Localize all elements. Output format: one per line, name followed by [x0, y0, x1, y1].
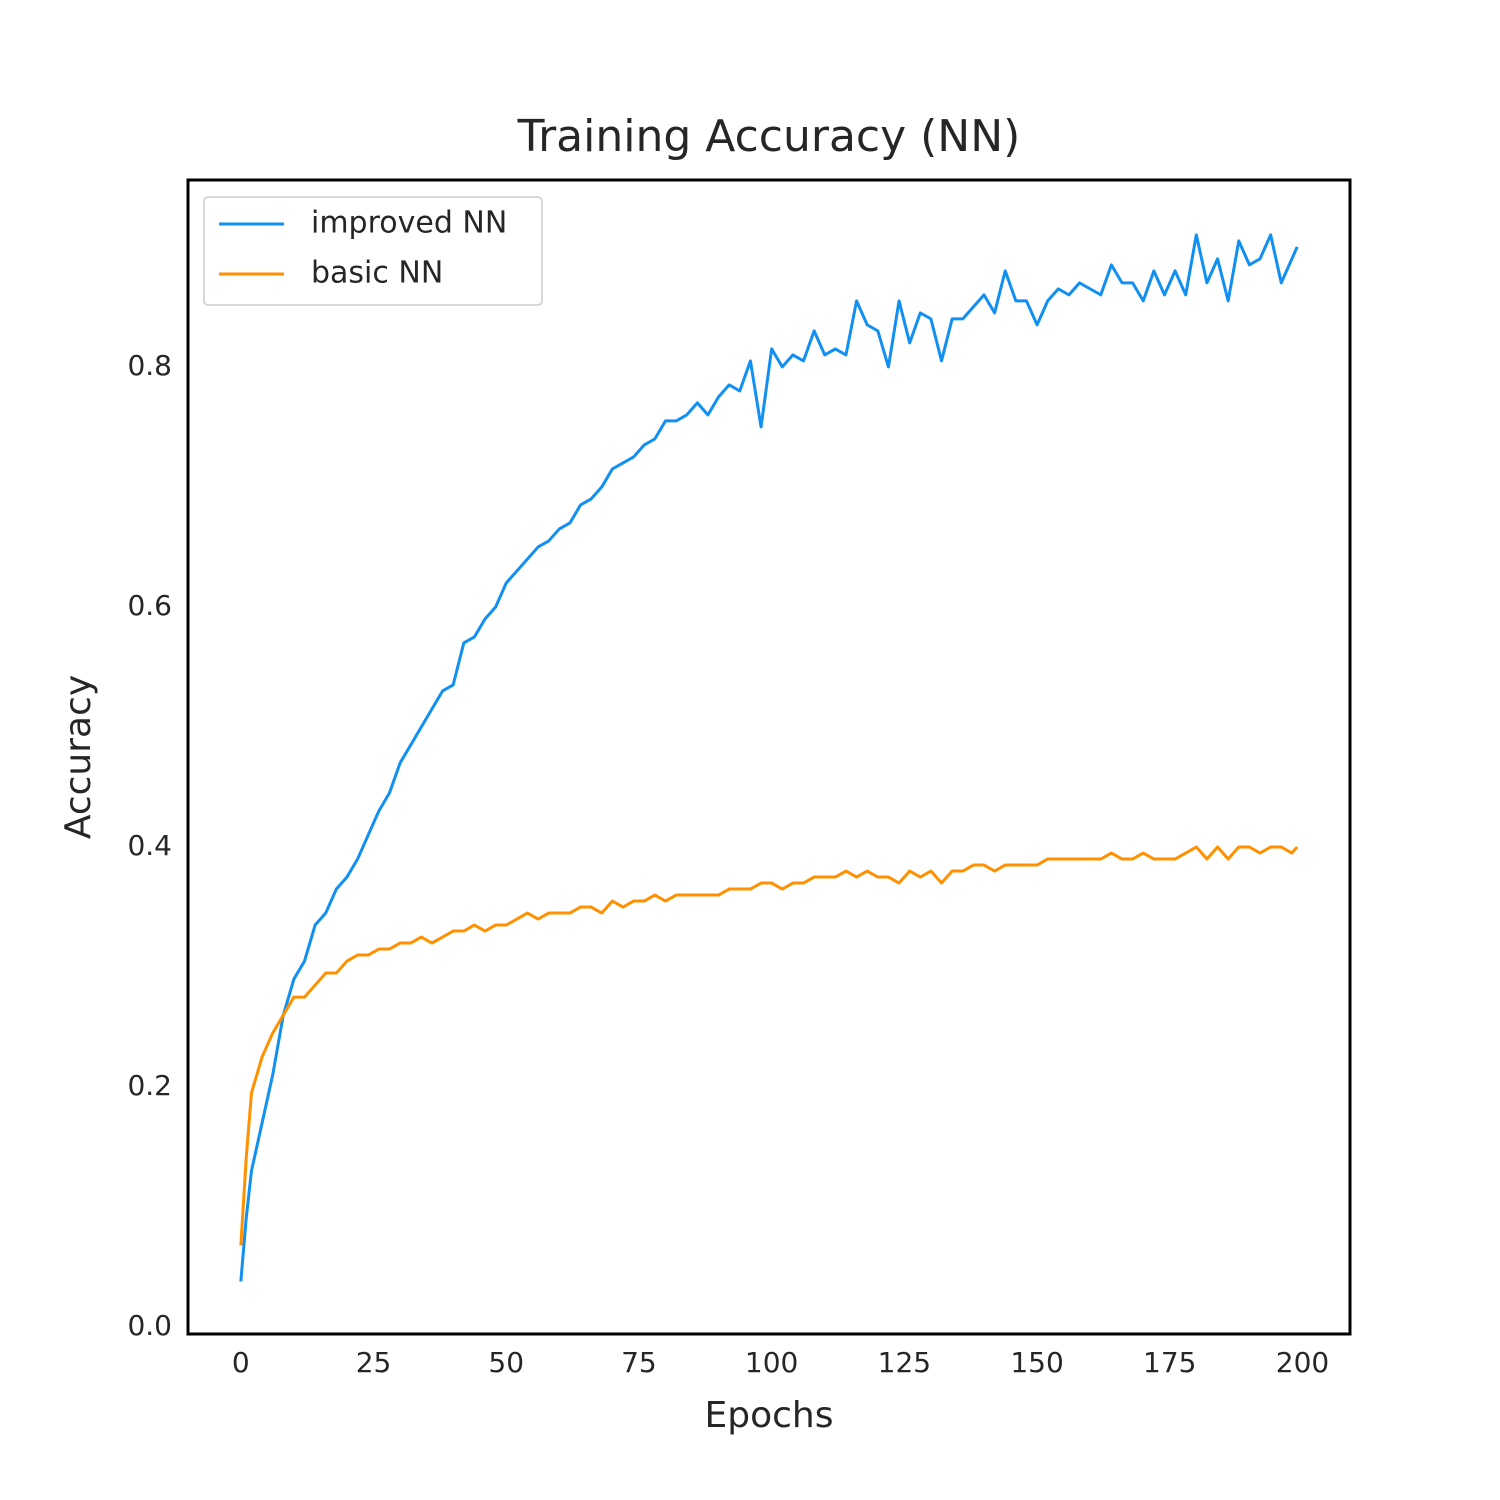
legend-label: improved NN: [311, 206, 507, 241]
x-axis-label: Epochs: [705, 1395, 834, 1436]
x-tick-label: 150: [1010, 1346, 1063, 1379]
x-tick-label: 125: [878, 1346, 931, 1379]
line-series: [239, 233, 1299, 1282]
x-tick-label: 75: [621, 1346, 657, 1379]
y-tick-label: 0.8: [127, 349, 172, 382]
y-axis-label: Accuracy: [58, 675, 99, 839]
x-tick-label: 0: [232, 1346, 250, 1379]
y-tick-label: 0.4: [127, 829, 172, 862]
x-tick-label: 100: [745, 1346, 798, 1379]
chart-title: Training Accuracy (NN): [517, 111, 1021, 162]
line-series: [239, 845, 1299, 1246]
plot-frame: [186, 178, 1352, 1336]
x-tick-label: 25: [356, 1346, 392, 1379]
y-tick-label: 0.2: [127, 1069, 172, 1102]
legend-box: [203, 196, 543, 306]
x-tick-label: 50: [488, 1346, 524, 1379]
y-tick-label: 0.0: [127, 1309, 172, 1342]
x-tick-label: 175: [1143, 1346, 1196, 1379]
y-tick-label: 0.6: [127, 589, 172, 622]
x-tick-label: 200: [1276, 1346, 1329, 1379]
legend-label: basic NN: [311, 256, 443, 291]
